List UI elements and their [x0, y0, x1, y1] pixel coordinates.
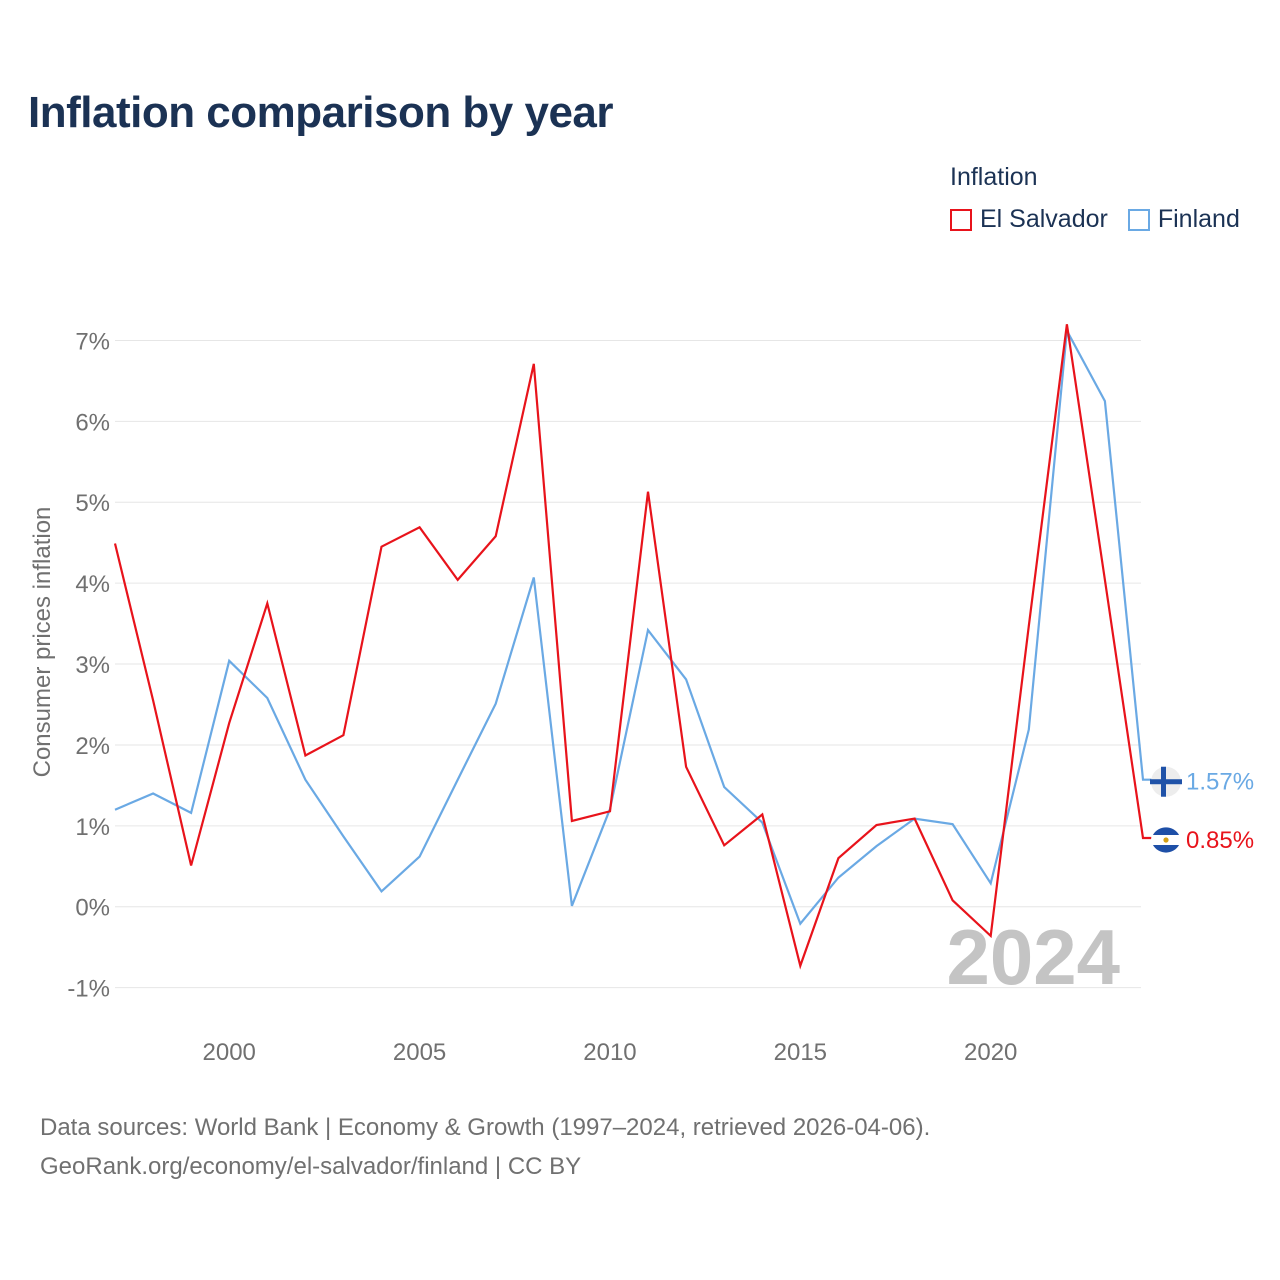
series-end-labels: 0.85% 1.57% [1150, 766, 1254, 855]
year-watermark: 2024 [946, 913, 1120, 1001]
legend-label-el-salvador: El Salvador [980, 205, 1108, 233]
x-tick-label: 2020 [964, 1039, 1017, 1066]
legend-item-el-salvador[interactable]: El Salvador [950, 205, 1108, 234]
y-tick-label: 0% [75, 895, 110, 922]
el-salvador-flag-icon [1151, 824, 1181, 855]
end-label: 0.85% [1186, 827, 1254, 854]
legend-swatch-finland [1127, 208, 1150, 231]
y-tick-label: 5% [75, 490, 110, 517]
y-tick-label: 2% [75, 733, 110, 760]
y-tick-label: 3% [75, 652, 110, 679]
series-lines [113, 324, 1153, 970]
flag-top-band [1152, 827, 1180, 835]
legend-item-finland[interactable]: Finland [1127, 205, 1240, 234]
end-label: 1.57% [1186, 769, 1254, 796]
x-axis-ticks: 2000 2005 2010 2015 2020 [203, 1039, 1018, 1066]
data-sources: Data sources: World Bank | Economy & Gro… [40, 1108, 930, 1186]
grid-lines [115, 339, 1141, 989]
legend: El Salvador Finland [950, 205, 1260, 234]
legend-label-finland: Finland [1157, 205, 1240, 233]
legend-swatch-el-salvador [950, 208, 972, 231]
series-line-el-salvador [113, 324, 1153, 970]
series-line-finland [114, 326, 1153, 926]
flag-cross-vertical [1161, 766, 1166, 797]
page-title: Inflation comparison by year [28, 88, 614, 137]
x-tick-label: 2010 [583, 1039, 636, 1066]
y-tick-label: 7% [75, 328, 110, 355]
finland-flag-icon [1150, 766, 1182, 797]
sources-line-1: Data sources: World Bank | Economy & Gro… [40, 1114, 931, 1141]
x-tick-label: 2000 [203, 1039, 256, 1066]
flag-emblem [1163, 837, 1169, 843]
y-axis-ticks: -1% 0% 1% 2% 3% 4% 5% 6% 7% [67, 328, 110, 1002]
y-tick-label: 1% [75, 814, 110, 841]
sources-link[interactable]: GeoRank.org/economy/el-salvador/finland … [40, 1153, 582, 1180]
x-tick-label: 2015 [774, 1039, 827, 1066]
x-tick-label: 2005 [393, 1039, 446, 1066]
y-tick-label: 4% [75, 571, 110, 598]
y-tick-label: -1% [67, 976, 110, 1003]
legend-title: Inflation [950, 163, 1038, 191]
flag-bottom-band [1152, 844, 1180, 853]
y-axis-label: Consumer prices inflation [29, 507, 56, 778]
y-tick-label: 6% [75, 409, 110, 436]
